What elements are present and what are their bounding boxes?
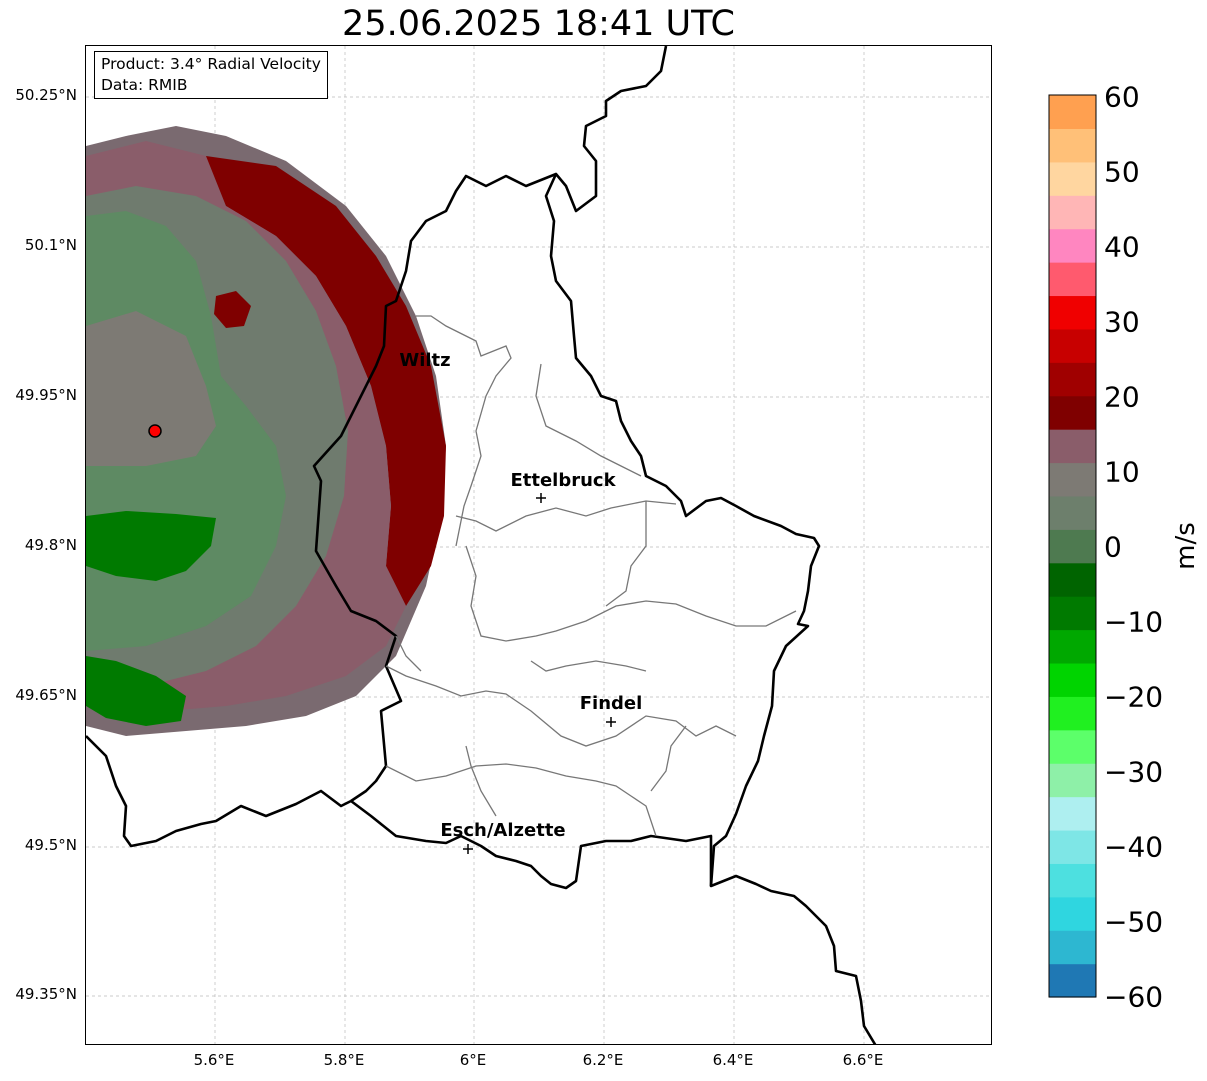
colorbar-tick-label: −60	[1104, 980, 1164, 1014]
colorbar-segment	[1049, 495, 1096, 530]
data-source-label: Data: RMIB	[101, 76, 188, 94]
city-marker-findel	[606, 717, 616, 727]
colorbar-segment	[1049, 662, 1096, 697]
colorbar-segment	[1049, 262, 1096, 297]
echo-green-southwest	[86, 656, 186, 726]
colorbar-segment	[1049, 462, 1096, 497]
radar-site-marker	[148, 424, 162, 438]
border-germany-lux	[544, 46, 877, 1044]
colorbar-segment	[1049, 763, 1096, 798]
colorbar-segment	[1049, 195, 1096, 230]
colorbar-segment	[1049, 729, 1096, 764]
colorbar-tick-label: −10	[1104, 605, 1164, 639]
colorbar-segment	[1049, 228, 1096, 263]
colorbar-segment	[1049, 529, 1096, 564]
lon-tick-label: 6.4°E	[712, 1051, 754, 1069]
colorbar-segment	[1049, 963, 1096, 998]
colorbar-tick-label: 50	[1104, 155, 1140, 189]
colorbar-tick-label: −30	[1104, 755, 1164, 789]
city-marker-esch	[463, 844, 473, 854]
lat-tick-label: 49.8°N	[24, 536, 77, 554]
colorbar-segment	[1049, 596, 1096, 631]
echo-grey-core	[86, 311, 216, 466]
colorbar-tick-label: −40	[1104, 830, 1164, 864]
colorbar-segment	[1049, 863, 1096, 898]
city-markers	[463, 493, 616, 854]
colorbar-tick-label: 10	[1104, 455, 1140, 489]
map-title: 25.06.2025 18:41 UTC	[342, 4, 735, 44]
colorbar-segment	[1049, 896, 1096, 931]
country-borders	[86, 46, 877, 1044]
colorbar-segment	[1049, 829, 1096, 864]
lon-tick-label: 5.6°E	[193, 1051, 235, 1069]
colorbar-segment	[1049, 629, 1096, 664]
border-france-belgium	[86, 735, 352, 848]
colorbar-tick-label: 40	[1104, 230, 1140, 264]
colorbar-segment	[1049, 295, 1096, 330]
colorbar-segment	[1049, 161, 1096, 196]
city-label-esch-alzette: Esch/Alzette	[440, 820, 566, 841]
colorbar-segment	[1049, 796, 1096, 831]
border-belgium-lux	[312, 172, 557, 803]
lon-tick-label: 6.2°E	[582, 1051, 624, 1069]
colorbar-tick-label: 60	[1104, 80, 1140, 114]
lat-tick-label: 49.5°N	[24, 836, 77, 854]
lon-tick-label: 6°E	[459, 1051, 487, 1069]
product-label: Product: 3.4° Radial Velocity	[101, 55, 321, 73]
colorbar-tick-label: −50	[1104, 905, 1164, 939]
colorbar-segment	[1049, 930, 1096, 965]
lat-tick-label: 50.1°N	[24, 236, 77, 254]
colorbar-segment	[1049, 362, 1096, 397]
colorbar-tick-label: 20	[1104, 380, 1140, 414]
colorbar-tick-label: 0	[1104, 530, 1122, 564]
city-marker-ettelbruck	[536, 493, 546, 503]
lon-tick-label: 5.8°E	[323, 1051, 365, 1069]
border-france-lux	[350, 799, 713, 890]
colorbar-border	[1048, 94, 1097, 998]
echo-darkred-patch	[214, 291, 251, 328]
lon-tick-label: 6.6°E	[842, 1051, 884, 1069]
city-label-findel: Findel	[579, 693, 643, 714]
colorbar-segment	[1049, 562, 1096, 597]
colorbar-segment	[1049, 395, 1096, 430]
colorbar-segment	[1049, 696, 1096, 731]
colorbar-tick-label: 30	[1104, 305, 1140, 339]
colorbar-unit-label: m/s	[1171, 522, 1201, 570]
colorbar-tick-label: −20	[1104, 680, 1164, 714]
lat-tick-label: 49.65°N	[15, 686, 77, 704]
canton-borders	[385, 315, 797, 837]
city-label-ettelbruck: Ettelbruck	[510, 470, 616, 491]
echo-green-approaching	[86, 511, 216, 581]
map-panel[interactable]	[85, 45, 992, 1045]
colorbar-segment	[1049, 429, 1096, 464]
lat-tick-label: 49.95°N	[15, 386, 77, 404]
lat-tick-label: 49.35°N	[15, 985, 77, 1003]
colorbar	[1048, 94, 1097, 998]
radar-map	[86, 46, 991, 1044]
city-label-wiltz: Wiltz	[399, 350, 451, 371]
info-box: Product: 3.4° Radial Velocity Data: RMIB	[94, 51, 328, 99]
colorbar-segment	[1049, 95, 1096, 130]
colorbar-segment	[1049, 128, 1096, 163]
colorbar-segment	[1049, 328, 1096, 363]
lat-tick-label: 50.25°N	[15, 86, 77, 104]
echo-darkred-arc	[201, 156, 446, 606]
